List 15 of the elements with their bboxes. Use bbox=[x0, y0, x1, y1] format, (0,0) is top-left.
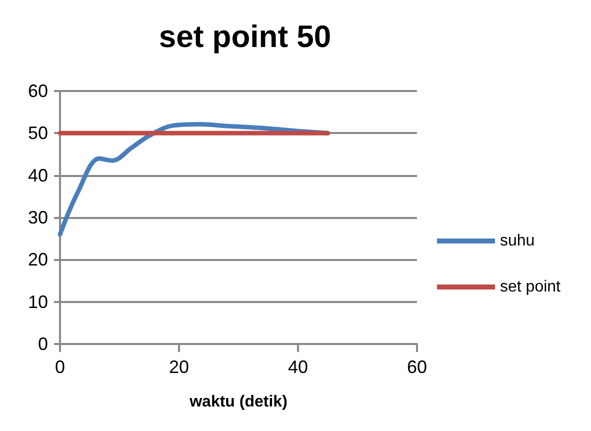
x-tick-label: 40 bbox=[288, 357, 308, 377]
x-tick-label: 0 bbox=[54, 357, 66, 377]
y-tick-label: 20 bbox=[28, 250, 48, 270]
y-tick-label: 60 bbox=[28, 81, 48, 101]
legend-label: suhu bbox=[500, 232, 535, 250]
y-tick-label: 50 bbox=[28, 123, 48, 144]
legend-label: set point bbox=[500, 278, 562, 296]
y-tick-label: 0 bbox=[38, 334, 48, 354]
x-axis-title: waktu (detik) bbox=[188, 394, 288, 410]
y-tick-label: 10 bbox=[28, 292, 48, 312]
x-tick-label: 20 bbox=[168, 357, 190, 377]
chart-title: set point 50 bbox=[158, 19, 332, 54]
x-tick-label: 60 bbox=[406, 357, 428, 377]
y-tick-label: 30 bbox=[28, 208, 48, 228]
y-tick-label: 40 bbox=[28, 165, 48, 186]
